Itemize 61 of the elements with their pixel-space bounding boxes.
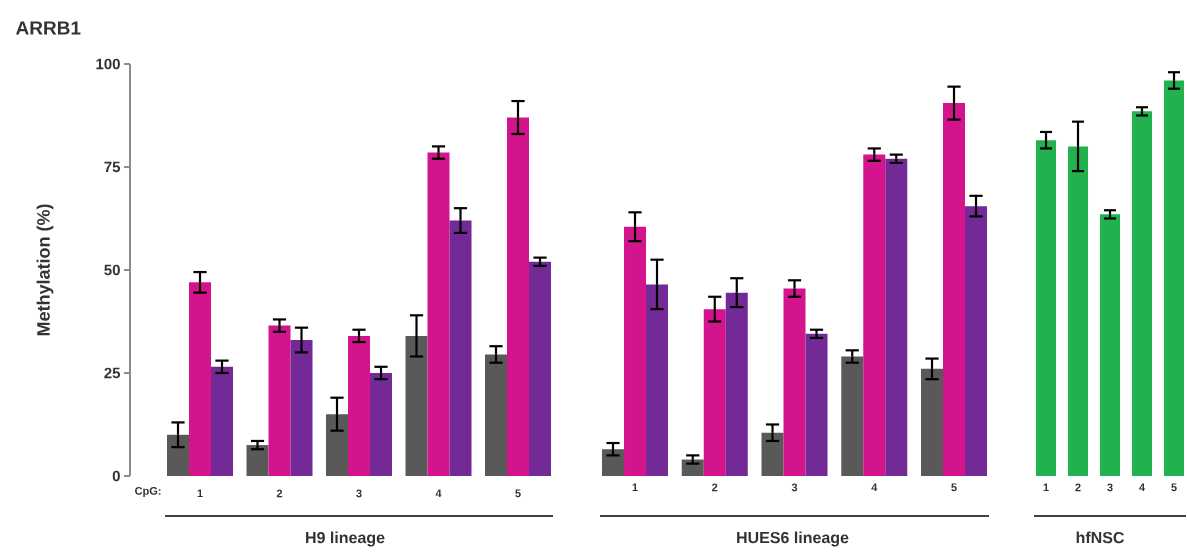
bar — [885, 158, 908, 476]
y-tick-label: 75 — [104, 161, 121, 173]
x-tick-label: 3 — [791, 483, 798, 492]
bar — [348, 335, 371, 476]
bar — [405, 335, 428, 476]
x-tick-label: 5 — [1171, 483, 1177, 492]
x-tick-label: 1 — [197, 489, 203, 498]
x-tick-label: 1 — [1043, 483, 1049, 492]
bar — [1036, 140, 1057, 476]
x-tick-label: 2 — [1075, 483, 1081, 492]
y-axis-title: Methylation (%) — [36, 204, 54, 336]
bar — [370, 372, 393, 476]
x-tick-label: 5 — [515, 489, 521, 498]
bar — [507, 117, 530, 476]
bar — [841, 356, 864, 476]
bar — [761, 432, 784, 476]
bar — [167, 434, 190, 476]
x-tick-label: 4 — [1139, 483, 1146, 492]
bar — [725, 292, 748, 476]
x-axis-title: H9 lineage — [306, 531, 385, 547]
bar — [805, 333, 828, 476]
chart-title: ARRB1 — [16, 21, 81, 35]
y-tick-label: 25 — [104, 367, 121, 379]
bar — [783, 288, 806, 476]
bar — [529, 261, 552, 476]
x-tick-label: 3 — [356, 489, 362, 498]
bar — [427, 152, 450, 476]
bar — [1068, 146, 1089, 476]
bar — [211, 366, 234, 476]
bar — [189, 282, 212, 476]
y-tick-label: 50 — [104, 264, 120, 276]
x-tick-label: 3 — [1107, 483, 1113, 492]
bar — [965, 206, 988, 476]
bar — [326, 414, 349, 476]
bar — [246, 445, 269, 476]
bar — [703, 309, 726, 476]
bar — [624, 226, 647, 476]
x-tick-label: 5 — [951, 483, 957, 492]
bar — [646, 284, 669, 476]
bar — [921, 368, 944, 476]
x-axis-title: HUES6 lineage — [737, 531, 849, 547]
y-tick-label: 100 — [96, 58, 120, 70]
y-tick-label: 0 — [112, 470, 120, 482]
bar — [290, 340, 313, 476]
x-tick-label: 2 — [712, 483, 718, 492]
x-tick-label: 1 — [632, 483, 638, 492]
bar — [1132, 111, 1153, 476]
bar — [943, 103, 966, 476]
bar — [602, 449, 625, 476]
text: CpG: — [135, 487, 161, 497]
x-tick-label: 2 — [276, 489, 283, 498]
bar — [1100, 214, 1121, 476]
bar — [449, 220, 472, 476]
x-axis-title: hfNSC — [1076, 531, 1125, 544]
bar — [863, 154, 886, 476]
bar — [268, 325, 291, 476]
x-tick-label: 4 — [435, 489, 442, 498]
bar — [485, 354, 508, 476]
x-tick-label: 4 — [871, 483, 878, 492]
bar — [1164, 80, 1185, 476]
bar — [681, 459, 704, 476]
